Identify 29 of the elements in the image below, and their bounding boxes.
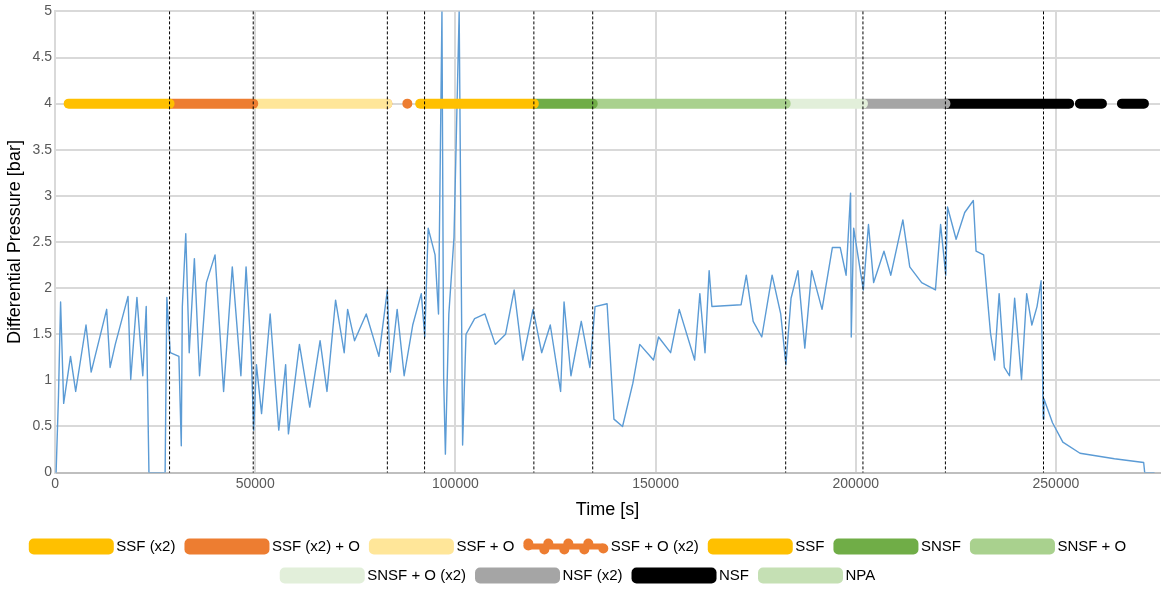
y-tick-label: 4.5 xyxy=(32,48,53,65)
legend-label: SNSF + O (x2) xyxy=(367,565,467,583)
legend-label: SSF + O (x2) xyxy=(610,536,699,554)
legend-label: SSF (x2) + O xyxy=(271,536,360,554)
y-tick-label: 3 xyxy=(44,186,53,203)
legend-label: NSF (x2) xyxy=(562,565,623,583)
x-tick-label: 200000 xyxy=(832,474,880,491)
y-tick-label: 1 xyxy=(44,371,53,388)
y-tick-label: 0 xyxy=(44,463,53,480)
legend-label: SNSF xyxy=(920,536,961,554)
x-axis-title: Time [s] xyxy=(575,499,640,520)
x-tick-label: 100000 xyxy=(432,474,479,491)
y-tick-label: 2 xyxy=(44,278,53,295)
y-tick-label: 5 xyxy=(44,2,53,19)
y-axis-title: Differential Pressure [bar] xyxy=(3,140,24,344)
legend-label: SNSF + O xyxy=(1057,536,1127,554)
legend-label: SSF (x2) xyxy=(116,536,176,554)
y-tick-label: 4 xyxy=(44,94,53,111)
legend-label: NSF xyxy=(719,565,750,583)
x-tick-label: 250000 xyxy=(1032,474,1080,491)
legend-label: NPA xyxy=(845,565,876,583)
legend-label: SSF xyxy=(795,536,825,554)
x-tick-label: 150000 xyxy=(632,474,680,491)
legend-label: SSF + O xyxy=(456,536,515,554)
x-tick-label: 50000 xyxy=(235,474,275,491)
y-tick-label: 3.5 xyxy=(32,140,53,157)
y-tick-label: 1.5 xyxy=(32,325,53,342)
y-tick-label: 0.5 xyxy=(32,417,53,434)
y-tick-label: 2.5 xyxy=(32,232,53,249)
